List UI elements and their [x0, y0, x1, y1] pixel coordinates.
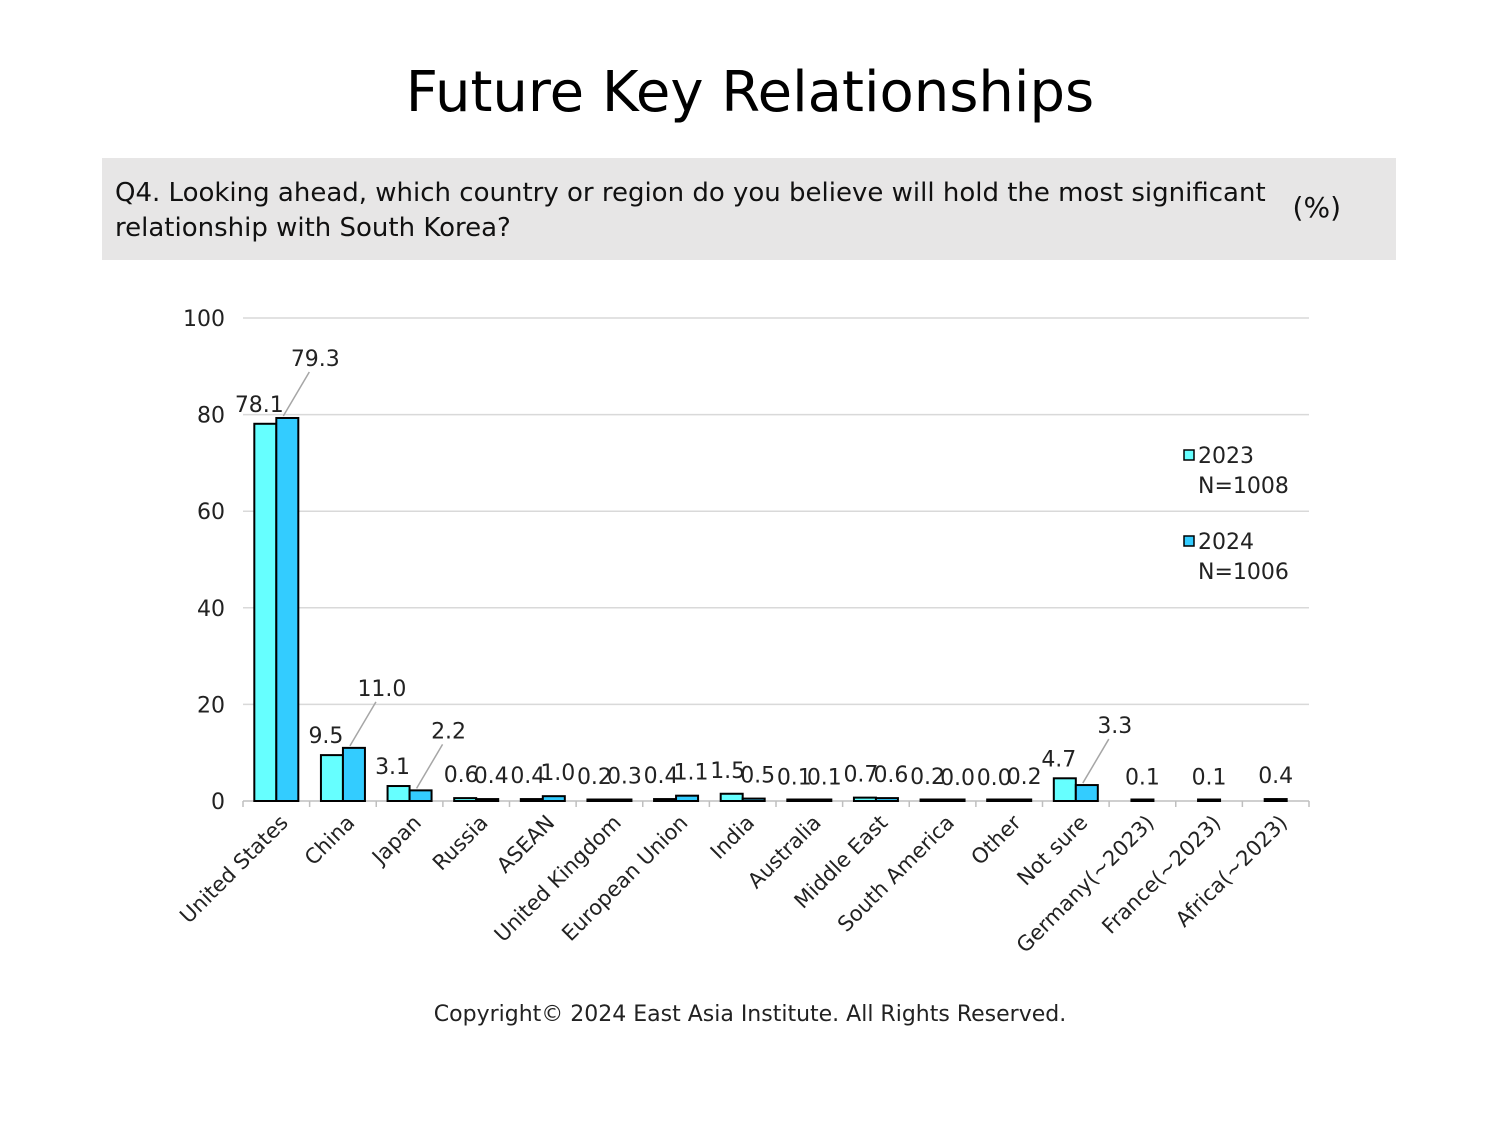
data-label-2023: 0.7 [843, 763, 878, 788]
data-label-2023: 0.6 [444, 763, 479, 788]
data-label-2024: 0.6 [873, 763, 908, 788]
bar-2023 [319, 754, 344, 802]
leader-line [282, 371, 310, 417]
bar-2024 [675, 794, 700, 803]
y-tick-label: 0 [211, 790, 225, 815]
bar-2023 [386, 785, 411, 802]
bar-2024 [1008, 798, 1033, 802]
bar-2023 [1197, 798, 1222, 802]
data-label-2023: 0.4 [1258, 764, 1293, 789]
leader-line [349, 701, 377, 747]
bar-2024 [475, 798, 500, 802]
bar-2024 [608, 798, 633, 802]
data-label-2023: 0.4 [644, 764, 679, 789]
x-tick-label: United States [175, 810, 293, 928]
y-tick-label: 100 [183, 307, 225, 332]
bar-2023 [453, 797, 478, 802]
question-text: Q4. Looking ahead, which country or regi… [115, 178, 1266, 243]
x-tick-label: United Kingdom [490, 810, 626, 946]
bar-2024 [408, 789, 433, 803]
unit-label: (%) [1292, 191, 1341, 224]
bar-2023 [253, 422, 278, 802]
data-label-2024: 0.3 [607, 765, 642, 790]
bar-2023 [1130, 798, 1155, 802]
data-label-2023: 78.1 [235, 393, 284, 418]
y-tick-label: 20 [197, 693, 225, 718]
legend-swatch-1 [1183, 535, 1195, 547]
bar-2023 [919, 798, 944, 802]
page-title: Future Key Relationships [405, 60, 1095, 125]
legend-swatch-0 [1183, 449, 1195, 461]
x-tick-label: China [300, 810, 359, 869]
data-label-2024: 1.0 [540, 761, 575, 786]
y-tick-label: 60 [197, 500, 225, 525]
data-label-2024: 0.4 [474, 764, 509, 789]
x-tick-label: Japan [366, 810, 426, 870]
data-label-2023: 3.1 [375, 755, 410, 780]
data-label-2024: 0.1 [807, 766, 842, 791]
bar-2024 [541, 795, 566, 802]
bar-2023 [586, 798, 611, 802]
bar-2024 [941, 798, 966, 802]
data-label-2024: 0.0 [940, 766, 975, 791]
bar-2024 [741, 797, 766, 803]
bar-2023 [653, 798, 678, 802]
data-label-2023: 1.5 [710, 759, 745, 784]
data-label-2023: 0.1 [1192, 766, 1227, 791]
legend-label-1: 2024 [1198, 530, 1254, 555]
bar-2024 [341, 746, 366, 802]
data-label-2023: 0.0 [977, 766, 1012, 791]
data-label-2023: 0.1 [1125, 766, 1160, 791]
data-label-2023: 0.4 [510, 764, 545, 789]
bar-2024 [808, 798, 833, 802]
bar-2023 [786, 798, 811, 802]
legend-label-0: 2023 [1198, 444, 1254, 469]
data-label-2023: 0.2 [910, 765, 945, 790]
question-box: Q4. Looking ahead, which country or regi… [102, 158, 1396, 260]
data-label-2024: 0.2 [1007, 765, 1042, 790]
bar-2024 [874, 797, 899, 802]
x-tick-label: France(~2023) [1097, 810, 1225, 938]
data-label-2024: 79.3 [291, 347, 340, 372]
legend-label-0: N=1008 [1198, 474, 1289, 499]
bar-2024 [1074, 784, 1099, 802]
x-tick-label: South America [833, 810, 959, 936]
leader-line [1082, 738, 1110, 784]
bar-2023 [1052, 777, 1077, 803]
bar-2024 [275, 416, 300, 802]
x-tick-label: Russia [428, 810, 493, 875]
bar-2023 [519, 798, 544, 802]
x-tick-label: European Union [557, 810, 692, 945]
data-label-2024: 1.1 [674, 761, 709, 786]
data-label-2023: 4.7 [1041, 747, 1076, 772]
x-tick-label: India [706, 810, 759, 863]
data-label-2024: 2.2 [431, 719, 466, 744]
bar-2023 [719, 792, 744, 803]
data-label-2024: 3.3 [1097, 714, 1132, 739]
x-tick-label: ASEAN [492, 810, 559, 877]
data-label-2023: 0.2 [577, 765, 612, 790]
copyright-text: Copyright© 2024 East Asia Institute. All… [433, 1002, 1067, 1027]
y-tick-label: 40 [197, 597, 225, 622]
data-label-2023: 0.1 [777, 766, 812, 791]
leader-line [415, 743, 444, 789]
legend-label-1: N=1006 [1198, 560, 1289, 585]
bar-2023 [1263, 798, 1288, 802]
data-label-2023: 9.5 [308, 724, 343, 749]
bar-2023 [852, 796, 877, 803]
y-tick-label: 80 [197, 404, 225, 429]
data-label-2024: 11.0 [357, 677, 406, 702]
x-tick-label: Other [966, 810, 1025, 869]
bar-2023 [986, 798, 1011, 802]
data-label-2024: 0.5 [740, 764, 775, 789]
